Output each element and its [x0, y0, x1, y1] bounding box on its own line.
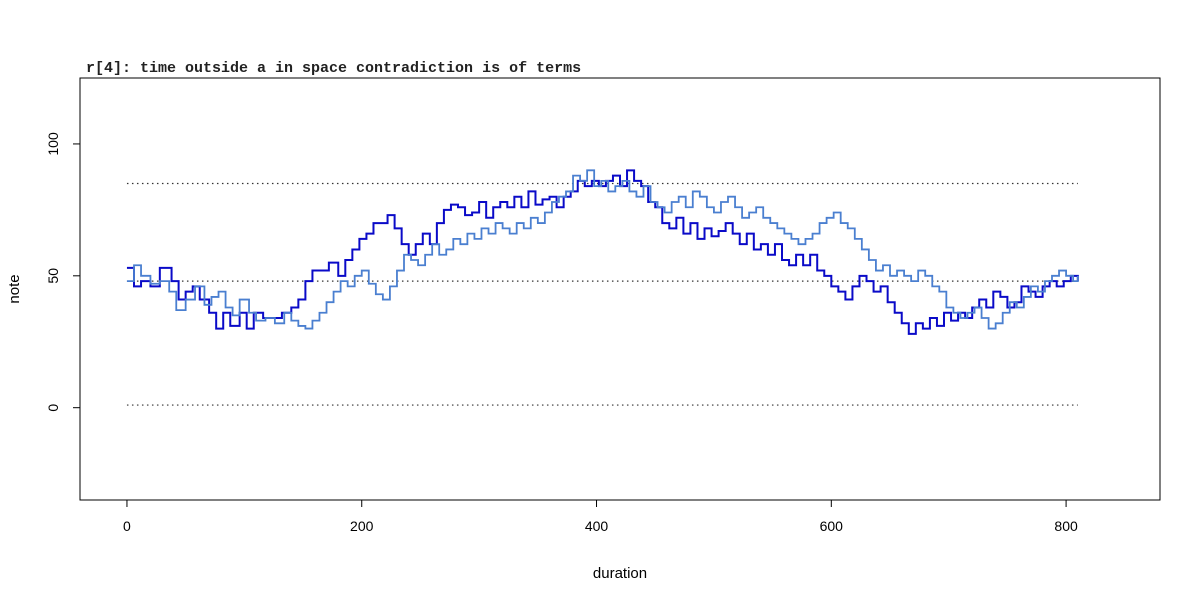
x-tick-label: 0: [123, 518, 131, 534]
series-line-0: [126, 169, 1079, 335]
series-line-1: [126, 169, 1079, 330]
x-tick-label: 400: [585, 518, 609, 534]
x-axis-title: duration: [593, 565, 647, 582]
y-tick-label: 100: [45, 132, 61, 156]
reference-lines: [126, 182, 1078, 406]
y-tick-label: 50: [45, 268, 61, 284]
y-axis-title: note: [6, 274, 23, 303]
x-tick-label: 800: [1054, 518, 1078, 534]
x-tick-label: 600: [820, 518, 844, 534]
chart-title: r[4]: time outside a in space contradict…: [86, 60, 581, 77]
series-layer: [126, 169, 1079, 335]
y-axis: 0 50 100: [45, 132, 81, 412]
plot-frame: [79, 77, 1161, 501]
x-tick-label: 200: [350, 518, 374, 534]
x-axis: 0 200 400 600 800: [123, 499, 1078, 534]
y-tick-label: 0: [45, 404, 61, 412]
